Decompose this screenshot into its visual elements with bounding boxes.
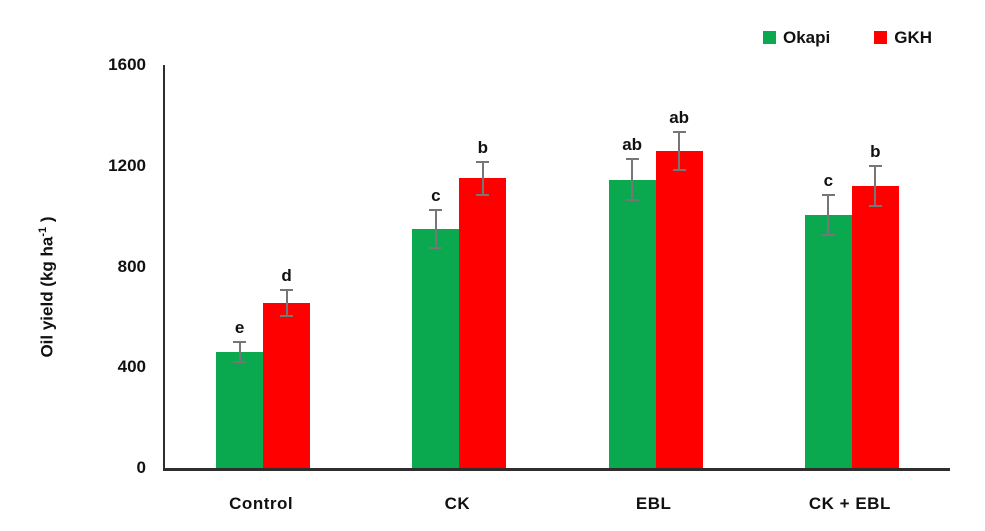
legend-label-okapi: Okapi bbox=[783, 28, 831, 47]
error-bar-cap-bottom bbox=[233, 361, 247, 364]
bar-okapi-1 bbox=[412, 228, 460, 468]
legend-item-okapi: Okapi bbox=[763, 29, 830, 46]
bar-gkh-1 bbox=[459, 178, 507, 468]
significance-letter: d bbox=[281, 266, 292, 286]
error-bar bbox=[434, 209, 437, 248]
y-axis-title-superscript: -1 bbox=[37, 226, 49, 237]
error-bar-cap-bottom bbox=[868, 205, 882, 208]
x-category-label: Control bbox=[229, 494, 294, 513]
error-bar-cap-bottom bbox=[429, 246, 443, 249]
y-tick-label: 800 bbox=[117, 256, 146, 276]
error-bar-cap-bottom bbox=[821, 234, 835, 237]
y-axis-title: Oil yield (kg ha-1 ) bbox=[37, 147, 63, 427]
error-bar bbox=[481, 161, 484, 195]
x-category-label: CK + EBL bbox=[808, 494, 891, 513]
error-bar bbox=[874, 165, 877, 207]
error-bar bbox=[827, 194, 830, 235]
bar-gkh-2 bbox=[655, 150, 703, 468]
legend-swatch-okapi bbox=[763, 31, 776, 44]
y-tick-label: 1200 bbox=[108, 155, 146, 175]
legend: Okapi GKH bbox=[763, 29, 932, 46]
legend-label-gkh: GKH bbox=[894, 28, 933, 47]
plot-area: e c ab c d b ab b bbox=[163, 65, 950, 471]
x-category-label: EBL bbox=[635, 494, 672, 513]
error-bar-cap-top bbox=[233, 341, 247, 344]
y-tick-label: 400 bbox=[117, 357, 146, 377]
significance-letter: ab bbox=[622, 135, 643, 155]
error-bar-cap-top bbox=[672, 130, 686, 133]
error-bar-cap-bottom bbox=[476, 193, 490, 196]
bar-okapi-3 bbox=[804, 214, 852, 468]
error-bar bbox=[285, 290, 288, 316]
x-category-label: CK bbox=[444, 494, 471, 513]
legend-swatch-gkh bbox=[874, 31, 888, 44]
legend-item-gkh: GKH bbox=[874, 29, 932, 46]
error-bar-cap-bottom bbox=[672, 168, 686, 171]
y-tick-label: 1600 bbox=[108, 55, 146, 74]
y-axis-title-close: ) bbox=[37, 216, 57, 227]
significance-letter: ab bbox=[669, 107, 690, 127]
error-bar-cap-bottom bbox=[625, 198, 639, 201]
significance-letter: e bbox=[234, 318, 245, 338]
error-bar bbox=[678, 131, 681, 170]
error-bar-cap-top bbox=[625, 158, 639, 161]
error-bar-cap-top bbox=[821, 193, 835, 196]
error-bar-cap-bottom bbox=[280, 314, 294, 317]
significance-letter: b bbox=[870, 141, 881, 161]
y-tick-label: 0 bbox=[136, 458, 146, 477]
significance-letter: c bbox=[431, 185, 441, 205]
error-bar-cap-top bbox=[476, 160, 490, 163]
bar-okapi-2 bbox=[608, 179, 656, 468]
error-bar bbox=[631, 159, 634, 200]
significance-letter: b bbox=[477, 137, 489, 157]
bar-gkh-3 bbox=[851, 185, 899, 468]
error-bar bbox=[238, 342, 241, 363]
significance-letter: c bbox=[823, 170, 834, 190]
error-bar-cap-top bbox=[429, 208, 443, 211]
error-bar-cap-top bbox=[280, 289, 294, 292]
bar-gkh-0 bbox=[263, 303, 311, 468]
bar-okapi-0 bbox=[216, 352, 264, 468]
error-bar-cap-top bbox=[868, 164, 882, 167]
